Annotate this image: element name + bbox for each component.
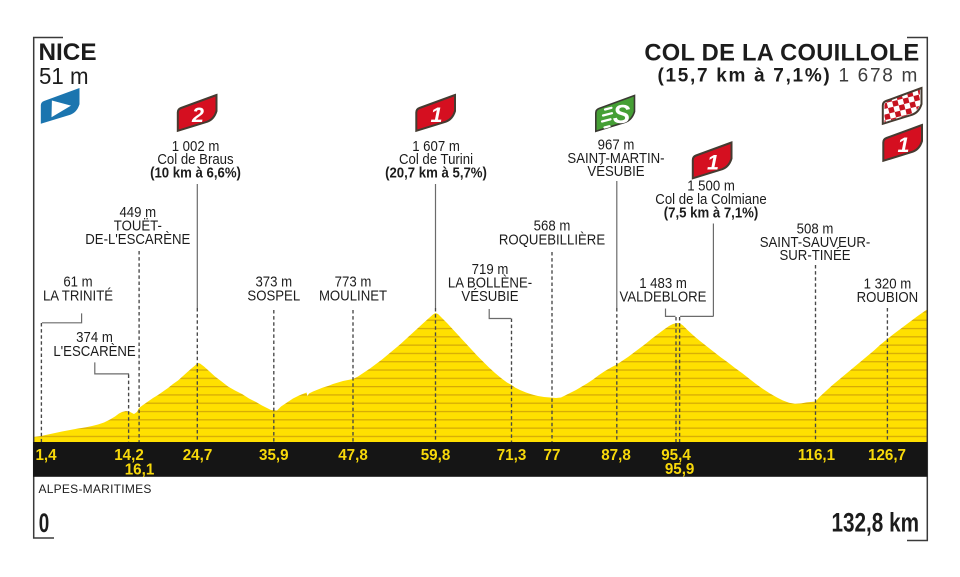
svg-text:1: 1 bbox=[898, 133, 910, 157]
svg-text:1 500 m: 1 500 m bbox=[687, 177, 735, 194]
svg-text:967 m: 967 m bbox=[598, 136, 635, 153]
svg-text:2: 2 bbox=[191, 103, 204, 127]
svg-text:1 320 m: 1 320 m bbox=[864, 275, 912, 292]
svg-text:508 m: 508 m bbox=[797, 220, 834, 237]
svg-text:VÉSUBIE: VÉSUBIE bbox=[587, 162, 644, 179]
svg-text:59,8: 59,8 bbox=[421, 446, 451, 463]
svg-text:1: 1 bbox=[431, 103, 443, 127]
svg-text:95,4: 95,4 bbox=[661, 446, 691, 463]
svg-text:1: 1 bbox=[707, 151, 719, 175]
svg-text:SAINT-SAUVEUR-: SAINT-SAUVEUR- bbox=[760, 233, 871, 250]
svg-text:L'ESCARÈNE: L'ESCARÈNE bbox=[53, 342, 135, 359]
svg-text:87,8: 87,8 bbox=[601, 446, 631, 463]
svg-text:ALPES-MARITIMES: ALPES-MARITIMES bbox=[39, 482, 152, 496]
svg-text:773 m: 773 m bbox=[335, 273, 372, 290]
svg-text:LA BOLLÈNE-: LA BOLLÈNE- bbox=[448, 274, 533, 291]
svg-text:VALDEBLORE: VALDEBLORE bbox=[620, 288, 707, 305]
svg-text:ROQUEBILLIÈRE: ROQUEBILLIÈRE bbox=[499, 231, 605, 248]
svg-text:47,8: 47,8 bbox=[338, 446, 368, 463]
svg-text:SOSPEL: SOSPEL bbox=[247, 287, 300, 304]
svg-text:449 m: 449 m bbox=[119, 203, 156, 220]
svg-text:NICE: NICE bbox=[39, 39, 97, 66]
svg-text:1 002 m: 1 002 m bbox=[172, 137, 220, 154]
svg-text:35,9: 35,9 bbox=[259, 446, 289, 463]
svg-text:14,2: 14,2 bbox=[114, 446, 144, 463]
svg-text:(10 km à 6,6%): (10 km à 6,6%) bbox=[150, 164, 241, 181]
svg-text:126,7: 126,7 bbox=[868, 446, 906, 463]
svg-text:71,3: 71,3 bbox=[497, 446, 527, 463]
svg-text:(20,7 km à 5,7%): (20,7 km à 5,7%) bbox=[385, 164, 487, 181]
svg-text:373 m: 373 m bbox=[255, 273, 292, 290]
svg-text:719 m: 719 m bbox=[472, 260, 509, 277]
svg-text:1,4: 1,4 bbox=[35, 446, 56, 463]
svg-text:SUR-TINÉE: SUR-TINÉE bbox=[779, 246, 850, 263]
svg-text:ROUBION: ROUBION bbox=[857, 288, 919, 305]
svg-text:95,9: 95,9 bbox=[665, 461, 695, 478]
svg-text:TOUËT-: TOUËT- bbox=[114, 217, 162, 234]
svg-text:1 607 m: 1 607 m bbox=[412, 137, 460, 154]
svg-text:132,8 km: 132,8 km bbox=[832, 507, 920, 538]
svg-text:VÉSUBIE: VÉSUBIE bbox=[461, 287, 518, 304]
svg-text:568 m: 568 m bbox=[534, 217, 571, 234]
svg-text:Col de la Colmiane: Col de la Colmiane bbox=[655, 190, 767, 207]
svg-text:24,7: 24,7 bbox=[183, 446, 213, 463]
svg-text:0: 0 bbox=[39, 508, 50, 538]
svg-text:LA TRINITÉ: LA TRINITÉ bbox=[43, 287, 113, 304]
svg-text:S: S bbox=[613, 99, 631, 129]
svg-text:77: 77 bbox=[544, 446, 561, 463]
svg-text:COL DE LA COUILLOLE: COL DE LA COUILLOLE bbox=[644, 41, 919, 67]
svg-text:51 m: 51 m bbox=[39, 63, 89, 89]
svg-text:SAINT-MARTIN-: SAINT-MARTIN- bbox=[567, 149, 664, 166]
svg-text:116,1: 116,1 bbox=[798, 446, 835, 463]
svg-text:1 483 m: 1 483 m bbox=[639, 274, 687, 291]
svg-text:61 m: 61 m bbox=[63, 273, 92, 290]
svg-text:Col de Braus: Col de Braus bbox=[157, 150, 233, 167]
svg-text:(7,5 km à 7,1%): (7,5 km à 7,1%) bbox=[664, 204, 759, 221]
svg-text:(15,7 km à 7,1%) 1 678 m: (15,7 km à 7,1%) 1 678 m bbox=[657, 66, 919, 87]
svg-text:16,1: 16,1 bbox=[125, 461, 155, 478]
svg-text:MOULINET: MOULINET bbox=[319, 287, 387, 304]
svg-text:DE-L'ESCARÈNE: DE-L'ESCARÈNE bbox=[85, 230, 190, 247]
svg-text:Col de Turini: Col de Turini bbox=[399, 150, 473, 167]
svg-text:374 m: 374 m bbox=[76, 328, 113, 345]
